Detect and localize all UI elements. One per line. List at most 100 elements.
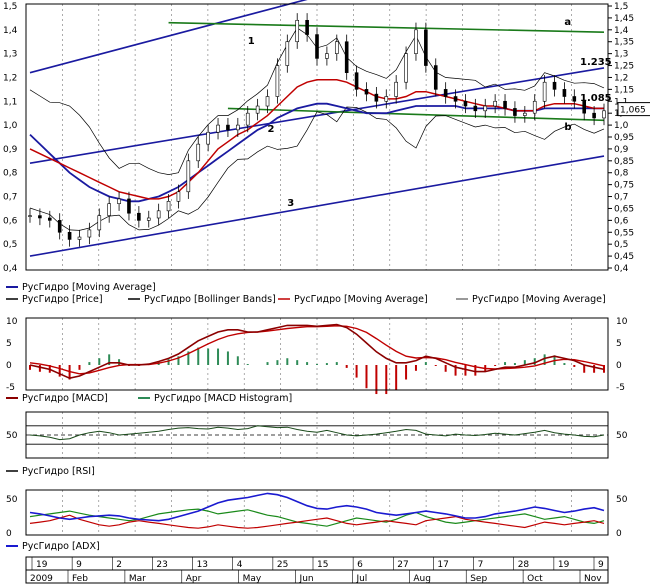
price-candle-body	[414, 29, 418, 54]
price-right-tick-label: 0,45	[614, 252, 634, 262]
price-candle-body	[433, 65, 438, 90]
price-candle-body	[146, 217, 151, 221]
price-right-tick-label: 1,35	[614, 38, 634, 48]
price-candle-body	[532, 100, 537, 114]
price-candle-body	[67, 231, 72, 240]
price-candle-body	[325, 53, 329, 59]
adx-plus-di-line	[29, 508, 605, 527]
price-candle-body	[374, 93, 379, 102]
date-month-label: Feb	[72, 574, 88, 584]
date-day-label: 13	[197, 560, 208, 570]
price-candle-body	[424, 29, 428, 66]
price-level-label: 1.085	[580, 93, 612, 104]
price-right-tick-label: 0,95	[614, 133, 634, 143]
trendline-a	[168, 21, 605, 33]
trendline-label: a	[564, 17, 571, 28]
macd-panel-frame	[25, 317, 609, 391]
price-right-tick-label: 0,65	[614, 204, 634, 214]
price-candle-body	[354, 72, 359, 90]
price-candle-body	[513, 108, 517, 116]
price-right-tick-label: 0,7	[614, 193, 628, 203]
adx-right-tick-label: 0	[616, 529, 622, 539]
price-candle-body	[255, 105, 260, 114]
legend-label: РусГидро [Bollinger Bands]	[144, 294, 276, 305]
price-right-tick-label: 1,4	[614, 26, 629, 36]
price-candle-body	[265, 96, 270, 107]
date-day-label: 6	[357, 560, 363, 570]
price-candle-body	[137, 212, 141, 221]
price-left-tick-label: 0,9	[3, 145, 18, 155]
date-day-label: 19	[558, 560, 570, 570]
price-candle-body	[602, 110, 606, 119]
trendline-label: 3	[287, 198, 294, 209]
date-day-label: 15	[317, 560, 328, 570]
price-right-tick-label: 0,85	[614, 157, 634, 167]
price-left-tick-label: 1,3	[3, 50, 17, 60]
price-candle-body	[552, 81, 557, 90]
date-day-label: 23	[156, 560, 167, 570]
price-right-tick-label: 1,25	[614, 62, 634, 72]
macd-right-tick-label: 10	[616, 317, 628, 327]
price-candle-body	[493, 100, 497, 107]
price-candle-body	[542, 81, 547, 102]
macd-right-tick-label: -5	[616, 383, 625, 393]
price-candle-body	[364, 89, 369, 95]
date-month-label: Mar	[129, 574, 146, 584]
price-candle-body	[77, 236, 82, 240]
price-right-tick-label: 0,75	[614, 181, 634, 191]
price-right-tick-label: 0,8	[614, 169, 629, 179]
price-candle-body	[166, 201, 171, 212]
price-candle-body	[127, 198, 131, 214]
price-left-tick-label: 1,2	[3, 73, 17, 83]
price-right-tick-label: 0,6	[614, 216, 629, 226]
price-candle-body	[107, 203, 111, 216]
date-month-label: Jun	[299, 574, 314, 584]
price-right-tick-label: 0,5	[614, 240, 628, 250]
macd-left-tick-label: 10	[6, 317, 18, 327]
price-candle-body	[404, 53, 408, 83]
price-left-tick-label: 0,4	[3, 264, 18, 274]
price-candle-body	[196, 143, 201, 162]
date-day-label: 19	[36, 560, 48, 570]
price-candle-body	[47, 217, 52, 221]
price-left-tick-label: 1,0	[3, 121, 18, 131]
price-level-label: 1.235	[580, 57, 612, 68]
price-candle-body	[572, 96, 577, 102]
price-candle-body	[28, 215, 32, 217]
date-month-label: Oct	[527, 574, 543, 584]
date-month-label: Jul	[355, 574, 367, 584]
price-candle-body	[176, 191, 181, 202]
price-candle-body	[156, 210, 161, 219]
date-year-label: 2009	[30, 574, 53, 584]
rsi-right-tick-label: 50	[616, 431, 628, 441]
macd-line	[29, 323, 605, 380]
date-day-label: 7	[478, 560, 484, 570]
price-left-tick-label: 0,8	[3, 169, 18, 179]
price-candle-body	[216, 124, 220, 133]
price-panel-frame	[25, 3, 609, 271]
price-candle-body	[315, 34, 319, 59]
rsi-left-tick-label: 50	[6, 431, 18, 441]
trendline-label: 2	[268, 124, 275, 135]
date-month-label: Nov	[584, 574, 602, 584]
legend-label: РусГидро [RSI]	[22, 466, 95, 477]
price-candle-body	[38, 215, 42, 219]
price-right-tick-label: 1,15	[614, 85, 634, 95]
price-candle-body	[503, 100, 507, 109]
moving-average-red-line	[29, 79, 604, 200]
price-candle-body	[275, 65, 280, 97]
date-day-label: 25	[277, 560, 288, 570]
price-candle-body	[97, 215, 102, 231]
price-candle-body	[473, 105, 478, 112]
macd-left-tick-label: 0	[6, 361, 12, 371]
price-candle-body	[394, 81, 398, 97]
price-candle-body	[226, 124, 230, 131]
adx-panel-frame	[25, 489, 609, 536]
date-month-label: Aug	[413, 574, 431, 584]
price-left-tick-label: 1,5	[3, 2, 17, 12]
price-right-tick-label: 1,45	[614, 14, 634, 24]
trendline-label: b	[564, 122, 571, 133]
price-candle-body	[236, 124, 240, 131]
